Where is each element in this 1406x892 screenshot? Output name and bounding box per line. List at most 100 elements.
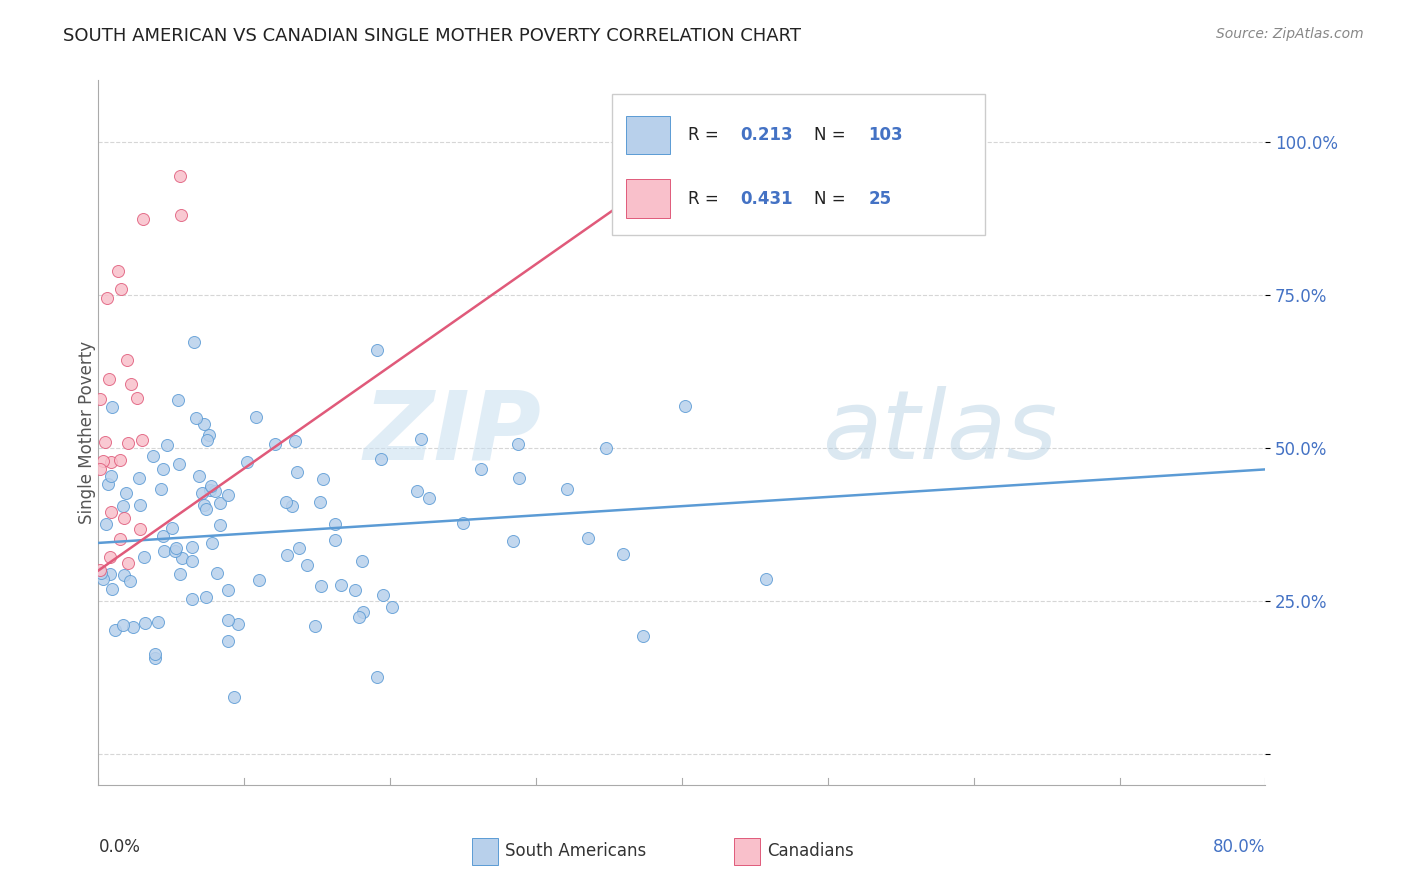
Point bbox=[152, 462, 174, 476]
Point bbox=[366, 343, 388, 357]
Bar bbox=[626, 179, 671, 218]
Point bbox=[120, 574, 142, 588]
Point bbox=[146, 615, 169, 629]
Point bbox=[595, 442, 617, 456]
Point bbox=[94, 517, 117, 532]
Point bbox=[323, 533, 346, 547]
Point bbox=[226, 616, 249, 631]
Point bbox=[128, 471, 150, 485]
Point bbox=[508, 437, 530, 451]
Point bbox=[100, 505, 122, 519]
Point bbox=[612, 547, 634, 561]
Point bbox=[112, 567, 135, 582]
Point bbox=[193, 417, 215, 431]
Point bbox=[217, 583, 239, 598]
Bar bbox=[472, 838, 498, 864]
Point bbox=[172, 551, 194, 566]
Point bbox=[153, 543, 176, 558]
Point bbox=[217, 487, 239, 501]
Point bbox=[247, 573, 270, 587]
FancyBboxPatch shape bbox=[612, 95, 986, 235]
Point bbox=[343, 582, 366, 597]
Point bbox=[502, 533, 524, 548]
Point bbox=[281, 500, 304, 514]
Point bbox=[115, 352, 138, 367]
Point bbox=[209, 518, 232, 533]
Point bbox=[98, 567, 121, 582]
Point bbox=[134, 615, 156, 630]
Point bbox=[111, 618, 134, 632]
Point bbox=[134, 549, 156, 564]
Point bbox=[89, 564, 111, 578]
Point bbox=[104, 623, 127, 637]
Text: 25: 25 bbox=[869, 190, 891, 208]
Text: 80.0%: 80.0% bbox=[1213, 838, 1265, 855]
Point bbox=[308, 495, 330, 509]
Point bbox=[366, 670, 388, 684]
Point bbox=[132, 212, 155, 227]
Point bbox=[295, 558, 318, 572]
Point bbox=[274, 494, 297, 508]
Text: Canadians: Canadians bbox=[768, 842, 853, 860]
Y-axis label: Single Mother Poverty: Single Mother Poverty bbox=[79, 341, 96, 524]
Point bbox=[169, 169, 191, 183]
Point bbox=[143, 651, 166, 665]
Point bbox=[181, 553, 204, 567]
Point bbox=[195, 434, 218, 448]
Point bbox=[156, 438, 179, 452]
Point bbox=[117, 556, 139, 570]
Point bbox=[143, 647, 166, 661]
Bar bbox=[626, 115, 671, 154]
Point bbox=[555, 483, 578, 497]
Text: N =: N = bbox=[814, 190, 845, 208]
Text: 0.431: 0.431 bbox=[741, 190, 793, 208]
Point bbox=[263, 437, 285, 451]
Point bbox=[453, 516, 475, 530]
Point bbox=[117, 436, 139, 450]
Point bbox=[152, 529, 174, 543]
Point bbox=[107, 264, 129, 278]
Point bbox=[160, 521, 183, 535]
Text: 0.0%: 0.0% bbox=[98, 838, 141, 855]
Point bbox=[91, 572, 114, 586]
Point bbox=[349, 610, 371, 624]
Point bbox=[218, 613, 240, 627]
Point bbox=[200, 479, 222, 493]
Point bbox=[131, 434, 153, 448]
Point bbox=[97, 477, 120, 491]
Point bbox=[96, 291, 118, 305]
Point bbox=[673, 399, 696, 413]
Bar bbox=[734, 838, 761, 864]
Point bbox=[352, 554, 374, 568]
Point bbox=[309, 579, 332, 593]
Point bbox=[312, 472, 335, 486]
Point bbox=[101, 400, 124, 414]
Point bbox=[120, 376, 142, 391]
Point bbox=[287, 466, 309, 480]
Point bbox=[381, 599, 404, 614]
Point bbox=[276, 549, 298, 563]
Point bbox=[108, 533, 131, 547]
Point bbox=[201, 536, 224, 550]
Point bbox=[191, 485, 214, 500]
Point bbox=[112, 500, 135, 514]
Point bbox=[352, 605, 374, 619]
Point bbox=[373, 588, 395, 602]
Point bbox=[236, 455, 259, 469]
Point bbox=[245, 410, 267, 425]
Point bbox=[181, 592, 204, 607]
Point bbox=[222, 690, 245, 704]
Text: ZIP: ZIP bbox=[364, 386, 541, 479]
Point bbox=[91, 454, 114, 468]
Point bbox=[114, 511, 136, 525]
Point bbox=[100, 455, 122, 469]
Point bbox=[193, 498, 215, 512]
Point bbox=[370, 451, 392, 466]
Point bbox=[409, 432, 432, 446]
Point bbox=[142, 449, 165, 463]
Text: 103: 103 bbox=[869, 127, 903, 145]
Point bbox=[125, 391, 148, 405]
Point bbox=[188, 469, 211, 483]
Point bbox=[204, 483, 226, 498]
Point bbox=[165, 541, 187, 555]
